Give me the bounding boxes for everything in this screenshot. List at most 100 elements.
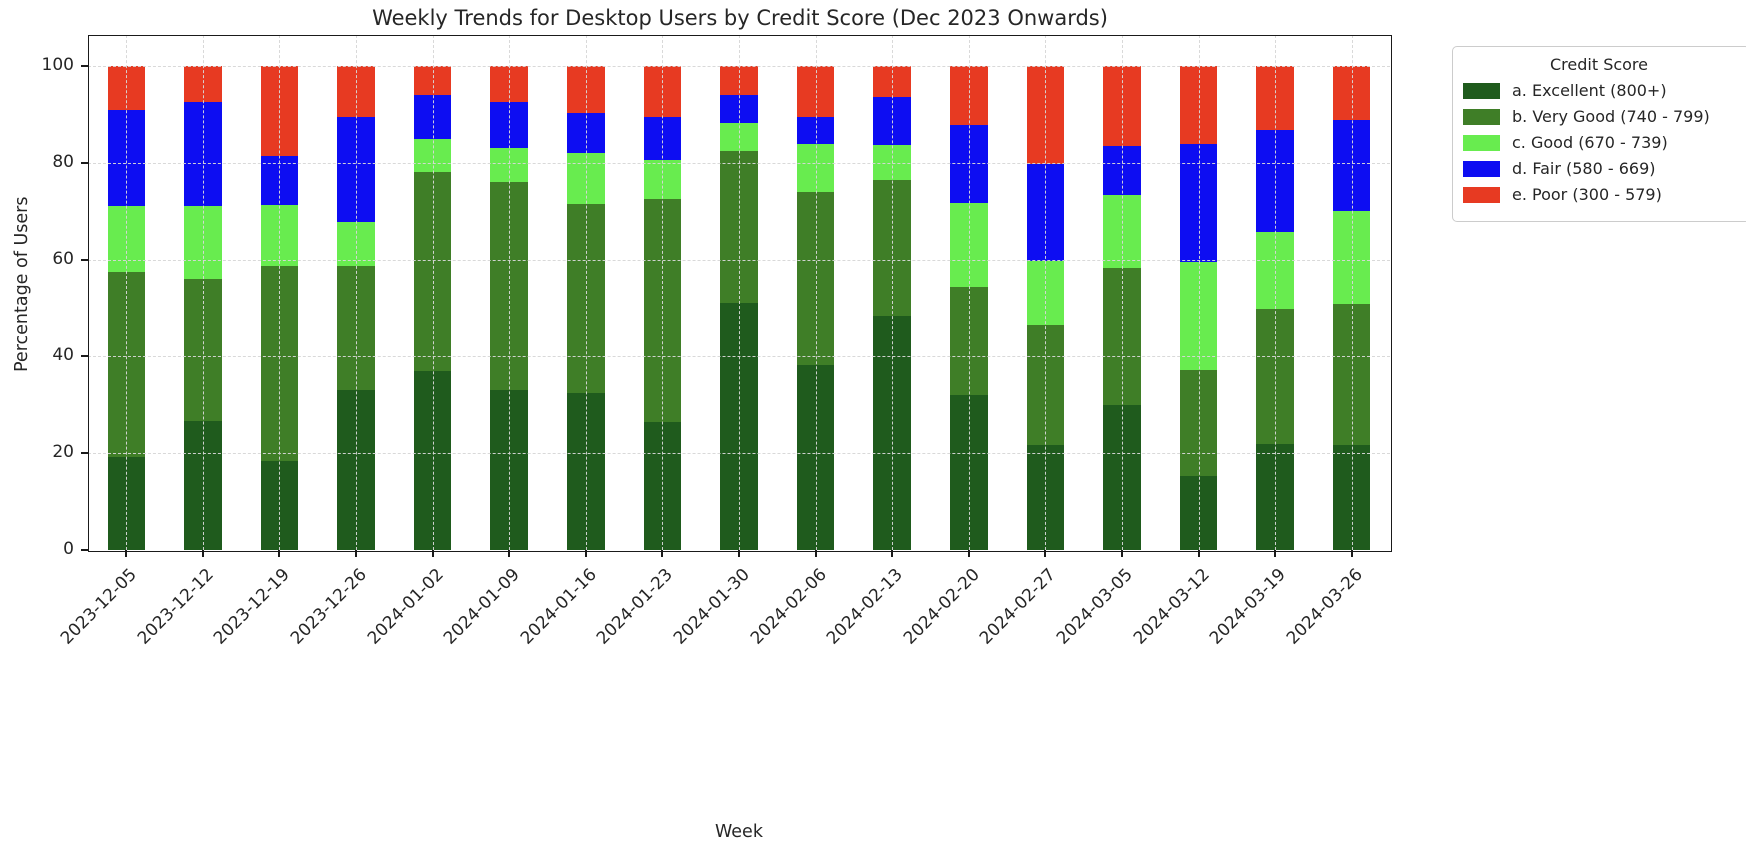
y-tick-label: 60 [52,248,74,269]
bar-segment-d [490,102,528,149]
bar-segment-d [1103,146,1141,196]
bar-segment-c [950,202,988,288]
bar-segment-e [107,66,146,110]
bar-segment-b [873,179,911,317]
bar-segment-a [950,395,988,550]
legend-swatch [1463,82,1500,99]
bar-segment-c [184,206,222,279]
bar-segment-e [720,66,758,95]
x-tick-mark [891,550,894,557]
bar-segment-e [873,66,911,98]
bar-segment-a [1256,443,1294,550]
bar-segment-b [184,278,222,421]
bar-segment-d [567,112,605,154]
bar-segment-a [413,370,452,550]
chart-title: Weekly Trends for Desktop Users by Credi… [372,6,1108,30]
y-tick-label: 0 [63,539,74,559]
bar-segment-e [567,66,605,113]
bar-segment-c [413,138,452,173]
y-tick-mark [81,258,88,261]
bar-segment-b [1179,369,1218,476]
legend-title: Credit Score [1549,55,1648,74]
legend-item: b. Very Good (740 - 799) [1463,107,1735,126]
bar-segment-d [950,124,988,203]
bar-segment-d [796,116,835,145]
bar-segment-a [1179,475,1218,550]
bar-segment-d [1332,120,1371,212]
bar-segment-e [337,66,375,118]
bar-segment-b [337,266,375,390]
bar-segment-c [1179,261,1218,370]
y-tick-label: 100 [41,55,74,75]
bar-segment-b [1332,303,1371,445]
x-tick-mark [355,550,358,557]
x-tick-mark [431,550,434,557]
legend-item: e. Poor (300 - 579) [1463,185,1735,204]
legend-swatch [1463,108,1500,125]
y-tick-mark [81,452,88,455]
bar-segment-b [643,199,682,422]
legend-swatch [1463,186,1500,203]
legend-label: a. Excellent (800+) [1512,81,1667,100]
bar-segment-d [184,102,222,207]
bar-segment-c [567,153,605,204]
bar-segment-c [107,206,146,272]
x-tick-mark [1197,550,1200,557]
legend-label: b. Very Good (740 - 799) [1512,107,1710,126]
bar-segment-c [260,205,299,267]
bar-segment-a [337,389,375,550]
bar-segment-c [720,122,758,151]
x-tick-mark [1274,550,1277,557]
bar-segment-d [720,94,758,123]
bar-segment-e [643,66,682,117]
legend-label: d. Fair (580 - 669) [1512,159,1656,178]
bar-segment-d [1256,130,1294,232]
x-tick-mark [125,550,128,557]
bar-segment-d [260,155,299,206]
y-tick-label: 40 [52,345,74,366]
bar-segment-a [1332,444,1371,550]
legend: Credit Score a. Excellent (800+) b. Very … [1452,46,1746,222]
bar-segment-d [1179,143,1218,262]
y-tick-mark [81,549,88,551]
bar-segment-e [1332,66,1371,121]
bar-segment-a [567,392,605,550]
bar-segment-c [1332,211,1371,304]
bar-segment-a [260,461,299,550]
bar-segment-b [567,203,605,393]
bar-segment-a [796,364,835,550]
bar-segment-b [413,172,452,371]
bar-segment-b [1103,267,1141,405]
bar-segment-c [643,160,682,200]
x-tick-mark [814,550,817,557]
bar-segment-c [1256,231,1294,309]
y-tick-label: 20 [52,442,74,463]
legend-item: d. Fair (580 - 669) [1463,159,1735,178]
bar-segment-d [643,116,682,161]
bar-segment-e [184,66,222,103]
y-tick-label: 80 [52,151,74,172]
bar-segment-e [1256,66,1294,131]
bar-segment-d [337,117,375,222]
legend-item: c. Good (670 - 739) [1463,133,1735,152]
x-tick-mark [584,550,587,557]
bar-segment-c [490,148,528,183]
bar-segment-e [490,66,528,103]
bar-segment-c [1026,260,1065,325]
x-axis-label: Week [715,822,763,842]
bar-segment-b [796,191,835,365]
bar-segment-a [720,303,758,550]
bar-segment-b [720,150,758,304]
x-tick-mark [201,550,204,557]
x-tick-mark [1044,550,1047,557]
bar-segment-c [337,221,375,267]
bar-segment-a [643,421,682,550]
bar-segment-e [413,66,452,96]
legend-swatch [1463,134,1500,151]
legend-swatch [1463,160,1500,177]
bar-segment-a [184,420,222,550]
bar-segment-e [260,66,299,156]
legend-label: c. Good (670 - 739) [1512,133,1668,152]
y-tick-mark [81,355,88,358]
